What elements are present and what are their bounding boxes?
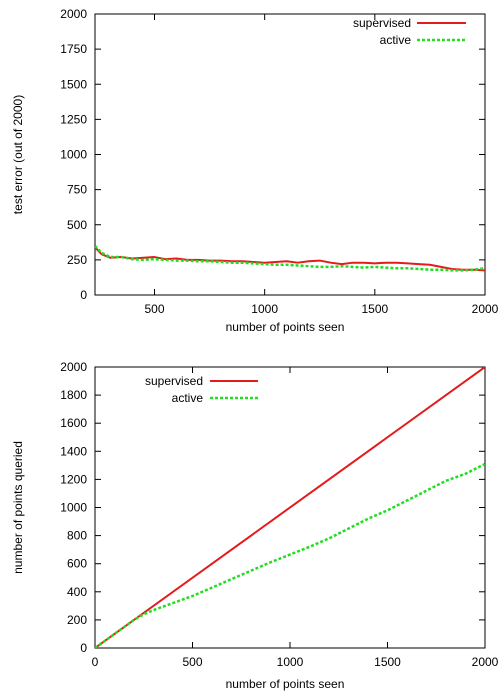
x-tick-label: 1500: [374, 655, 401, 669]
plot-frame: [94, 13, 486, 296]
y-tick-label: 2000: [60, 360, 87, 374]
x-tick-label: 1000: [251, 302, 278, 316]
series-line-active: [95, 244, 485, 272]
legend-label-supervised: supervised: [145, 374, 203, 388]
legend-label-active: active: [172, 391, 204, 405]
x-tick-label: 0: [92, 655, 99, 669]
y-tick-label: 1200: [60, 472, 87, 486]
y-tick-label: 1500: [60, 77, 87, 91]
y-tick-label: 1750: [60, 42, 87, 56]
x-tick-label: 2000: [472, 655, 499, 669]
x-tick-label: 500: [144, 302, 164, 316]
y-tick-label: 0: [80, 288, 87, 302]
y-tick-label: 2000: [60, 7, 87, 21]
y-tick-label: 600: [67, 557, 87, 571]
y-tick-label: 0: [80, 641, 87, 655]
legend-label-active: active: [380, 33, 412, 47]
y-tick-label: 1250: [60, 112, 87, 126]
series-line-active: [95, 462, 485, 648]
y-tick-label: 750: [67, 183, 87, 197]
y-tick-label: 250: [67, 253, 87, 267]
y-tick-label: 800: [67, 529, 87, 543]
y-tick-label: 500: [67, 218, 87, 232]
y-tick-label: 1000: [60, 501, 87, 515]
y-axis-label: number of points queried: [11, 441, 25, 574]
y-tick-label: 400: [67, 585, 87, 599]
x-axis-label: number of points seen: [226, 320, 345, 334]
x-axis-label: number of points seen: [226, 677, 345, 691]
y-tick-label: 1600: [60, 416, 87, 430]
chart-points-queried: 0 500 1000 1500 2000 0 200 400 600 800 1000 1200 140…: [11, 360, 499, 691]
x-tick-label: 1500: [361, 302, 388, 316]
legend-label-supervised: supervised: [353, 16, 411, 30]
chart-test-error: 500 1000 1500 2000 0 250 500 750 1000 1250 1500 175…: [11, 7, 499, 334]
y-tick-label: 1000: [60, 148, 87, 162]
y-tick-label: 1800: [60, 388, 87, 402]
y-tick-label: 200: [67, 613, 87, 627]
series-line-supervised: [95, 367, 485, 648]
y-tick-label: 1400: [60, 444, 87, 458]
x-tick-label: 2000: [472, 302, 499, 316]
x-tick-label: 1000: [277, 655, 304, 669]
x-tick-label: 500: [182, 655, 202, 669]
y-axis-label: test error (out of 2000): [11, 95, 25, 214]
series-line-supervised: [95, 246, 485, 272]
